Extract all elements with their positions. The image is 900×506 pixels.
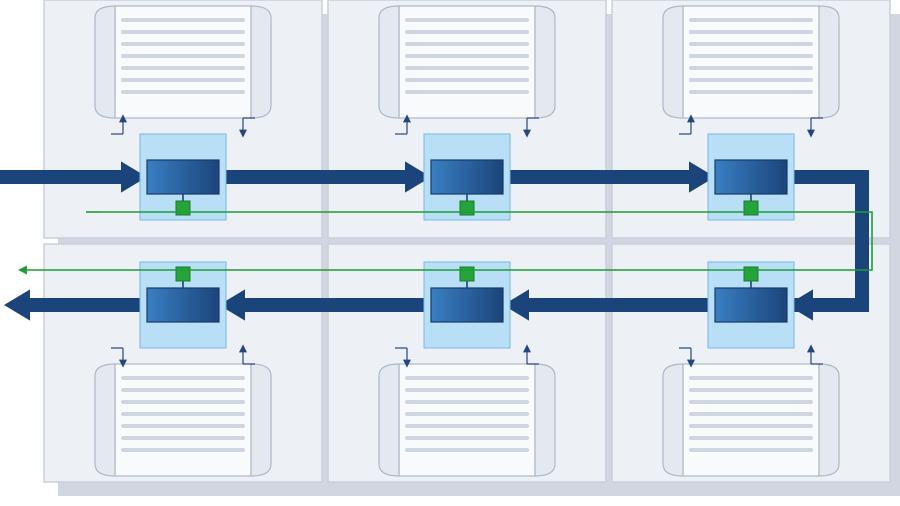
green-port xyxy=(176,201,190,215)
pipeline-segment xyxy=(855,170,869,312)
document-icon xyxy=(95,6,271,118)
processor-core xyxy=(715,288,787,322)
green-port xyxy=(460,201,474,215)
pipeline-diagram xyxy=(0,0,900,506)
processor-block xyxy=(140,134,226,220)
processor-block xyxy=(424,262,510,348)
pipeline-segment xyxy=(787,298,869,312)
processor-core xyxy=(147,160,219,194)
processor-core xyxy=(147,288,219,322)
processor-block xyxy=(140,262,226,348)
green-port xyxy=(460,267,474,281)
green-port xyxy=(176,267,190,281)
document-icon xyxy=(663,364,839,476)
green-port xyxy=(744,267,758,281)
document-icon xyxy=(379,6,555,118)
processor-block xyxy=(708,262,794,348)
processor-core xyxy=(715,160,787,194)
processor-block xyxy=(708,134,794,220)
document-icon xyxy=(95,364,271,476)
processor-core xyxy=(431,288,503,322)
document-icon xyxy=(379,364,555,476)
processor-block xyxy=(424,134,510,220)
green-port xyxy=(744,201,758,215)
document-icon xyxy=(663,6,839,118)
processor-core xyxy=(431,160,503,194)
